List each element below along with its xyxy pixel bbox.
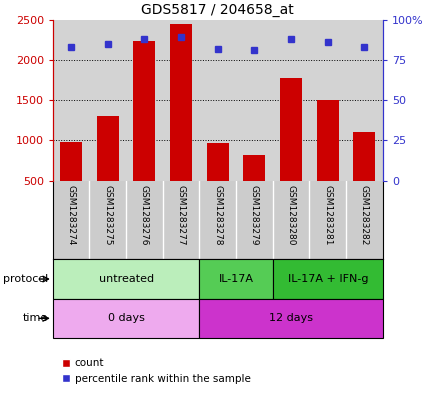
Legend: count, percentile rank within the sample: count, percentile rank within the sample bbox=[58, 354, 255, 388]
Text: GSM1283281: GSM1283281 bbox=[323, 185, 332, 245]
Text: time: time bbox=[23, 313, 48, 323]
Bar bbox=[53, 259, 199, 299]
Text: GSM1283282: GSM1283282 bbox=[360, 185, 369, 245]
Bar bbox=[207, 143, 229, 181]
Text: GSM1283275: GSM1283275 bbox=[103, 185, 112, 245]
Text: 0 days: 0 days bbox=[108, 313, 145, 323]
Text: GSM1283277: GSM1283277 bbox=[176, 185, 186, 245]
Bar bbox=[243, 155, 265, 181]
Bar bbox=[280, 78, 302, 181]
Text: GSM1283278: GSM1283278 bbox=[213, 185, 222, 245]
Title: GDS5817 / 204658_at: GDS5817 / 204658_at bbox=[141, 3, 294, 17]
Text: IL-17A: IL-17A bbox=[219, 274, 253, 284]
Bar bbox=[273, 259, 383, 299]
Text: protocol: protocol bbox=[3, 274, 48, 284]
Bar bbox=[317, 100, 339, 181]
Bar bbox=[170, 24, 192, 181]
Text: GSM1283276: GSM1283276 bbox=[140, 185, 149, 245]
Text: untreated: untreated bbox=[99, 274, 154, 284]
Bar bbox=[199, 299, 383, 338]
Bar bbox=[97, 116, 119, 181]
Bar bbox=[199, 259, 273, 299]
Text: GSM1283280: GSM1283280 bbox=[286, 185, 296, 245]
Text: GSM1283274: GSM1283274 bbox=[66, 185, 76, 245]
Bar bbox=[60, 142, 82, 181]
Text: IL-17A + IFN-g: IL-17A + IFN-g bbox=[288, 274, 368, 284]
Bar bbox=[133, 41, 155, 181]
Bar bbox=[353, 132, 375, 181]
Bar bbox=[53, 299, 199, 338]
Text: 12 days: 12 days bbox=[269, 313, 313, 323]
Text: GSM1283279: GSM1283279 bbox=[250, 185, 259, 245]
